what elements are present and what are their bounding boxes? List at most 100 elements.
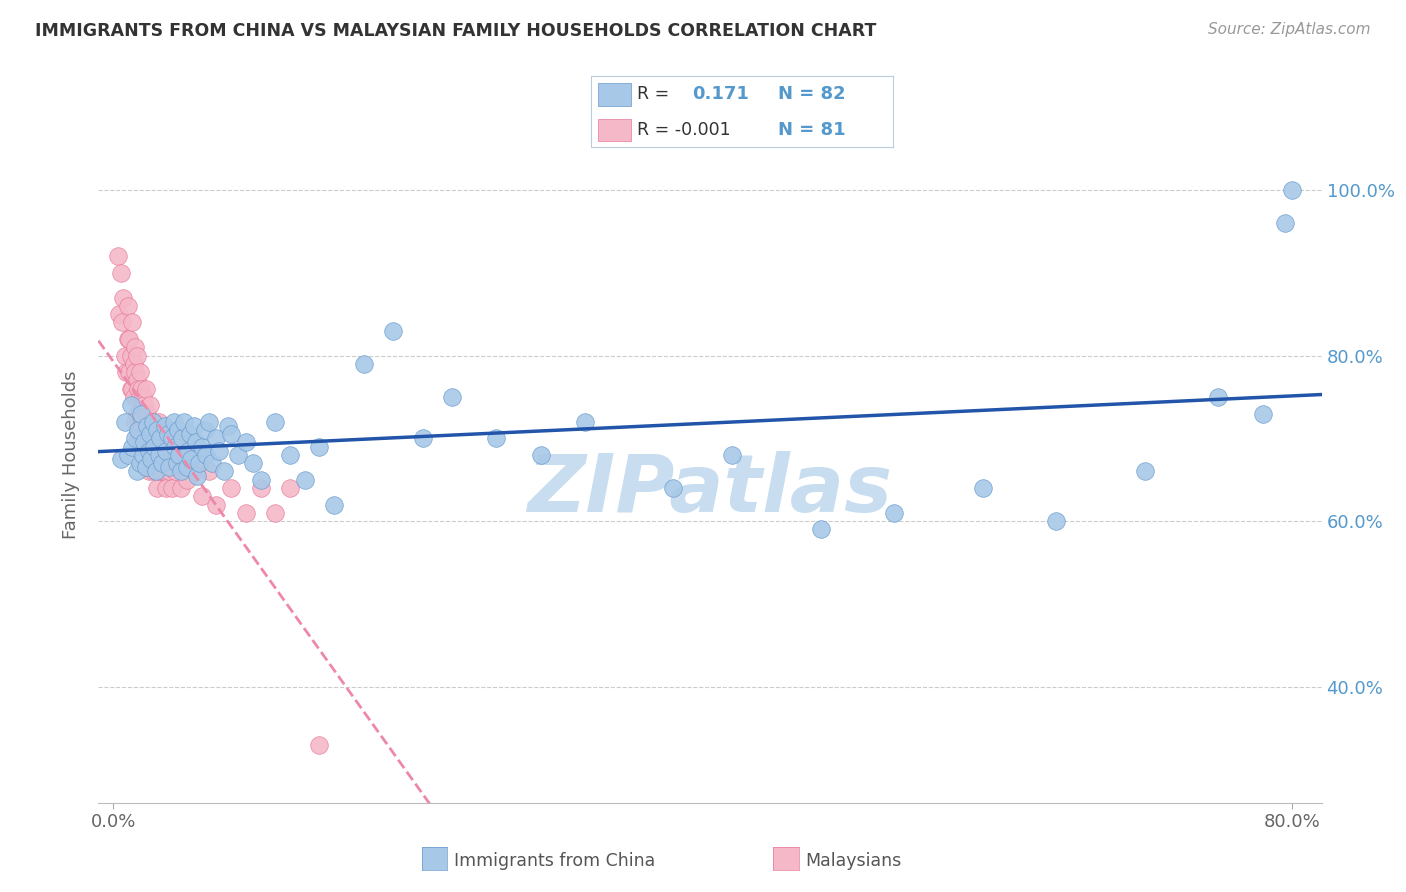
- Text: ZIPatlas: ZIPatlas: [527, 450, 893, 529]
- Point: [217, 419, 239, 434]
- Point: [264, 506, 287, 520]
- Point: [162, 415, 184, 429]
- Point: [242, 456, 264, 470]
- Point: [810, 523, 832, 537]
- Point: [150, 456, 173, 470]
- Point: [138, 431, 160, 445]
- Point: [249, 473, 271, 487]
- Point: [308, 440, 330, 454]
- Point: [201, 456, 224, 470]
- Point: [114, 349, 136, 363]
- Point: [136, 407, 159, 421]
- Point: [972, 481, 994, 495]
- Point: [142, 415, 165, 429]
- Point: [115, 365, 138, 379]
- Point: [142, 465, 165, 479]
- Point: [441, 390, 464, 404]
- Point: [117, 448, 139, 462]
- Point: [131, 431, 153, 445]
- Point: [190, 440, 212, 454]
- Point: [122, 357, 145, 371]
- Point: [1274, 216, 1296, 230]
- Point: [179, 427, 201, 442]
- Point: [162, 448, 184, 462]
- Point: [219, 481, 242, 495]
- Point: [139, 398, 162, 412]
- Point: [169, 448, 191, 462]
- Point: [662, 481, 685, 495]
- Text: N = 82: N = 82: [778, 86, 845, 103]
- Text: R = -0.001: R = -0.001: [637, 121, 731, 139]
- Text: N = 81: N = 81: [778, 121, 845, 139]
- Point: [1133, 465, 1156, 479]
- Point: [146, 481, 169, 495]
- Point: [148, 448, 170, 462]
- Point: [112, 291, 135, 305]
- Point: [124, 365, 146, 379]
- Point: [157, 460, 180, 475]
- Point: [150, 431, 173, 445]
- Point: [155, 481, 177, 495]
- Bar: [598, 83, 631, 106]
- Point: [145, 431, 167, 445]
- Point: [198, 465, 221, 479]
- Point: [205, 431, 228, 445]
- Point: [124, 340, 146, 354]
- Point: [195, 448, 218, 462]
- Point: [235, 506, 257, 520]
- Point: [120, 398, 142, 412]
- Point: [485, 431, 508, 445]
- Point: [160, 431, 183, 445]
- Point: [141, 448, 163, 462]
- Point: [149, 465, 172, 479]
- Point: [170, 465, 193, 479]
- Point: [148, 448, 170, 462]
- Point: [139, 427, 162, 442]
- Point: [166, 456, 188, 470]
- Point: [156, 427, 179, 442]
- Point: [148, 415, 170, 429]
- Point: [111, 315, 134, 329]
- Point: [156, 448, 179, 462]
- Point: [1045, 514, 1067, 528]
- Point: [114, 415, 136, 429]
- Point: [145, 465, 167, 479]
- Y-axis label: Family Households: Family Households: [62, 371, 80, 539]
- Point: [176, 473, 198, 487]
- Point: [153, 465, 176, 479]
- Point: [149, 431, 172, 445]
- Point: [110, 266, 132, 280]
- Point: [107, 249, 129, 263]
- Point: [173, 415, 195, 429]
- Point: [129, 423, 152, 437]
- Point: [180, 452, 202, 467]
- Point: [141, 452, 163, 467]
- Point: [212, 465, 235, 479]
- Point: [139, 448, 162, 462]
- Point: [121, 315, 143, 329]
- Point: [152, 448, 174, 462]
- Point: [353, 357, 375, 371]
- Point: [172, 431, 194, 445]
- Point: [128, 390, 150, 404]
- Point: [124, 415, 146, 429]
- Point: [173, 448, 195, 462]
- Point: [167, 431, 190, 445]
- Point: [883, 506, 905, 520]
- Point: [108, 307, 131, 321]
- Point: [208, 443, 231, 458]
- Point: [1208, 390, 1230, 404]
- Point: [132, 435, 155, 450]
- Text: Malaysians: Malaysians: [806, 852, 901, 870]
- Point: [139, 431, 162, 445]
- Point: [1251, 407, 1274, 421]
- Point: [529, 448, 551, 462]
- Point: [177, 443, 200, 458]
- Point: [145, 465, 167, 479]
- Point: [183, 465, 205, 479]
- Point: [131, 390, 153, 404]
- Point: [138, 465, 160, 479]
- Point: [308, 738, 330, 752]
- Point: [128, 456, 150, 470]
- Point: [143, 440, 166, 454]
